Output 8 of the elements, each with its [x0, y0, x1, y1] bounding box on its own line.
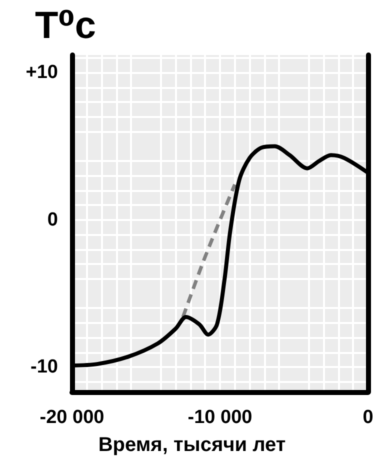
y-tick-label: 0: [47, 209, 58, 230]
y-tick-label: +10: [26, 62, 58, 84]
y-tick-label: -10: [30, 356, 58, 378]
x-tick-label: 0: [362, 407, 374, 428]
x-tick-label: -20 000: [40, 407, 104, 428]
x-tick-label: -10 000: [188, 407, 252, 428]
y-axis-title: T⁰c: [35, 5, 96, 47]
x-axis-title: Время, тысячи лет: [98, 434, 286, 456]
